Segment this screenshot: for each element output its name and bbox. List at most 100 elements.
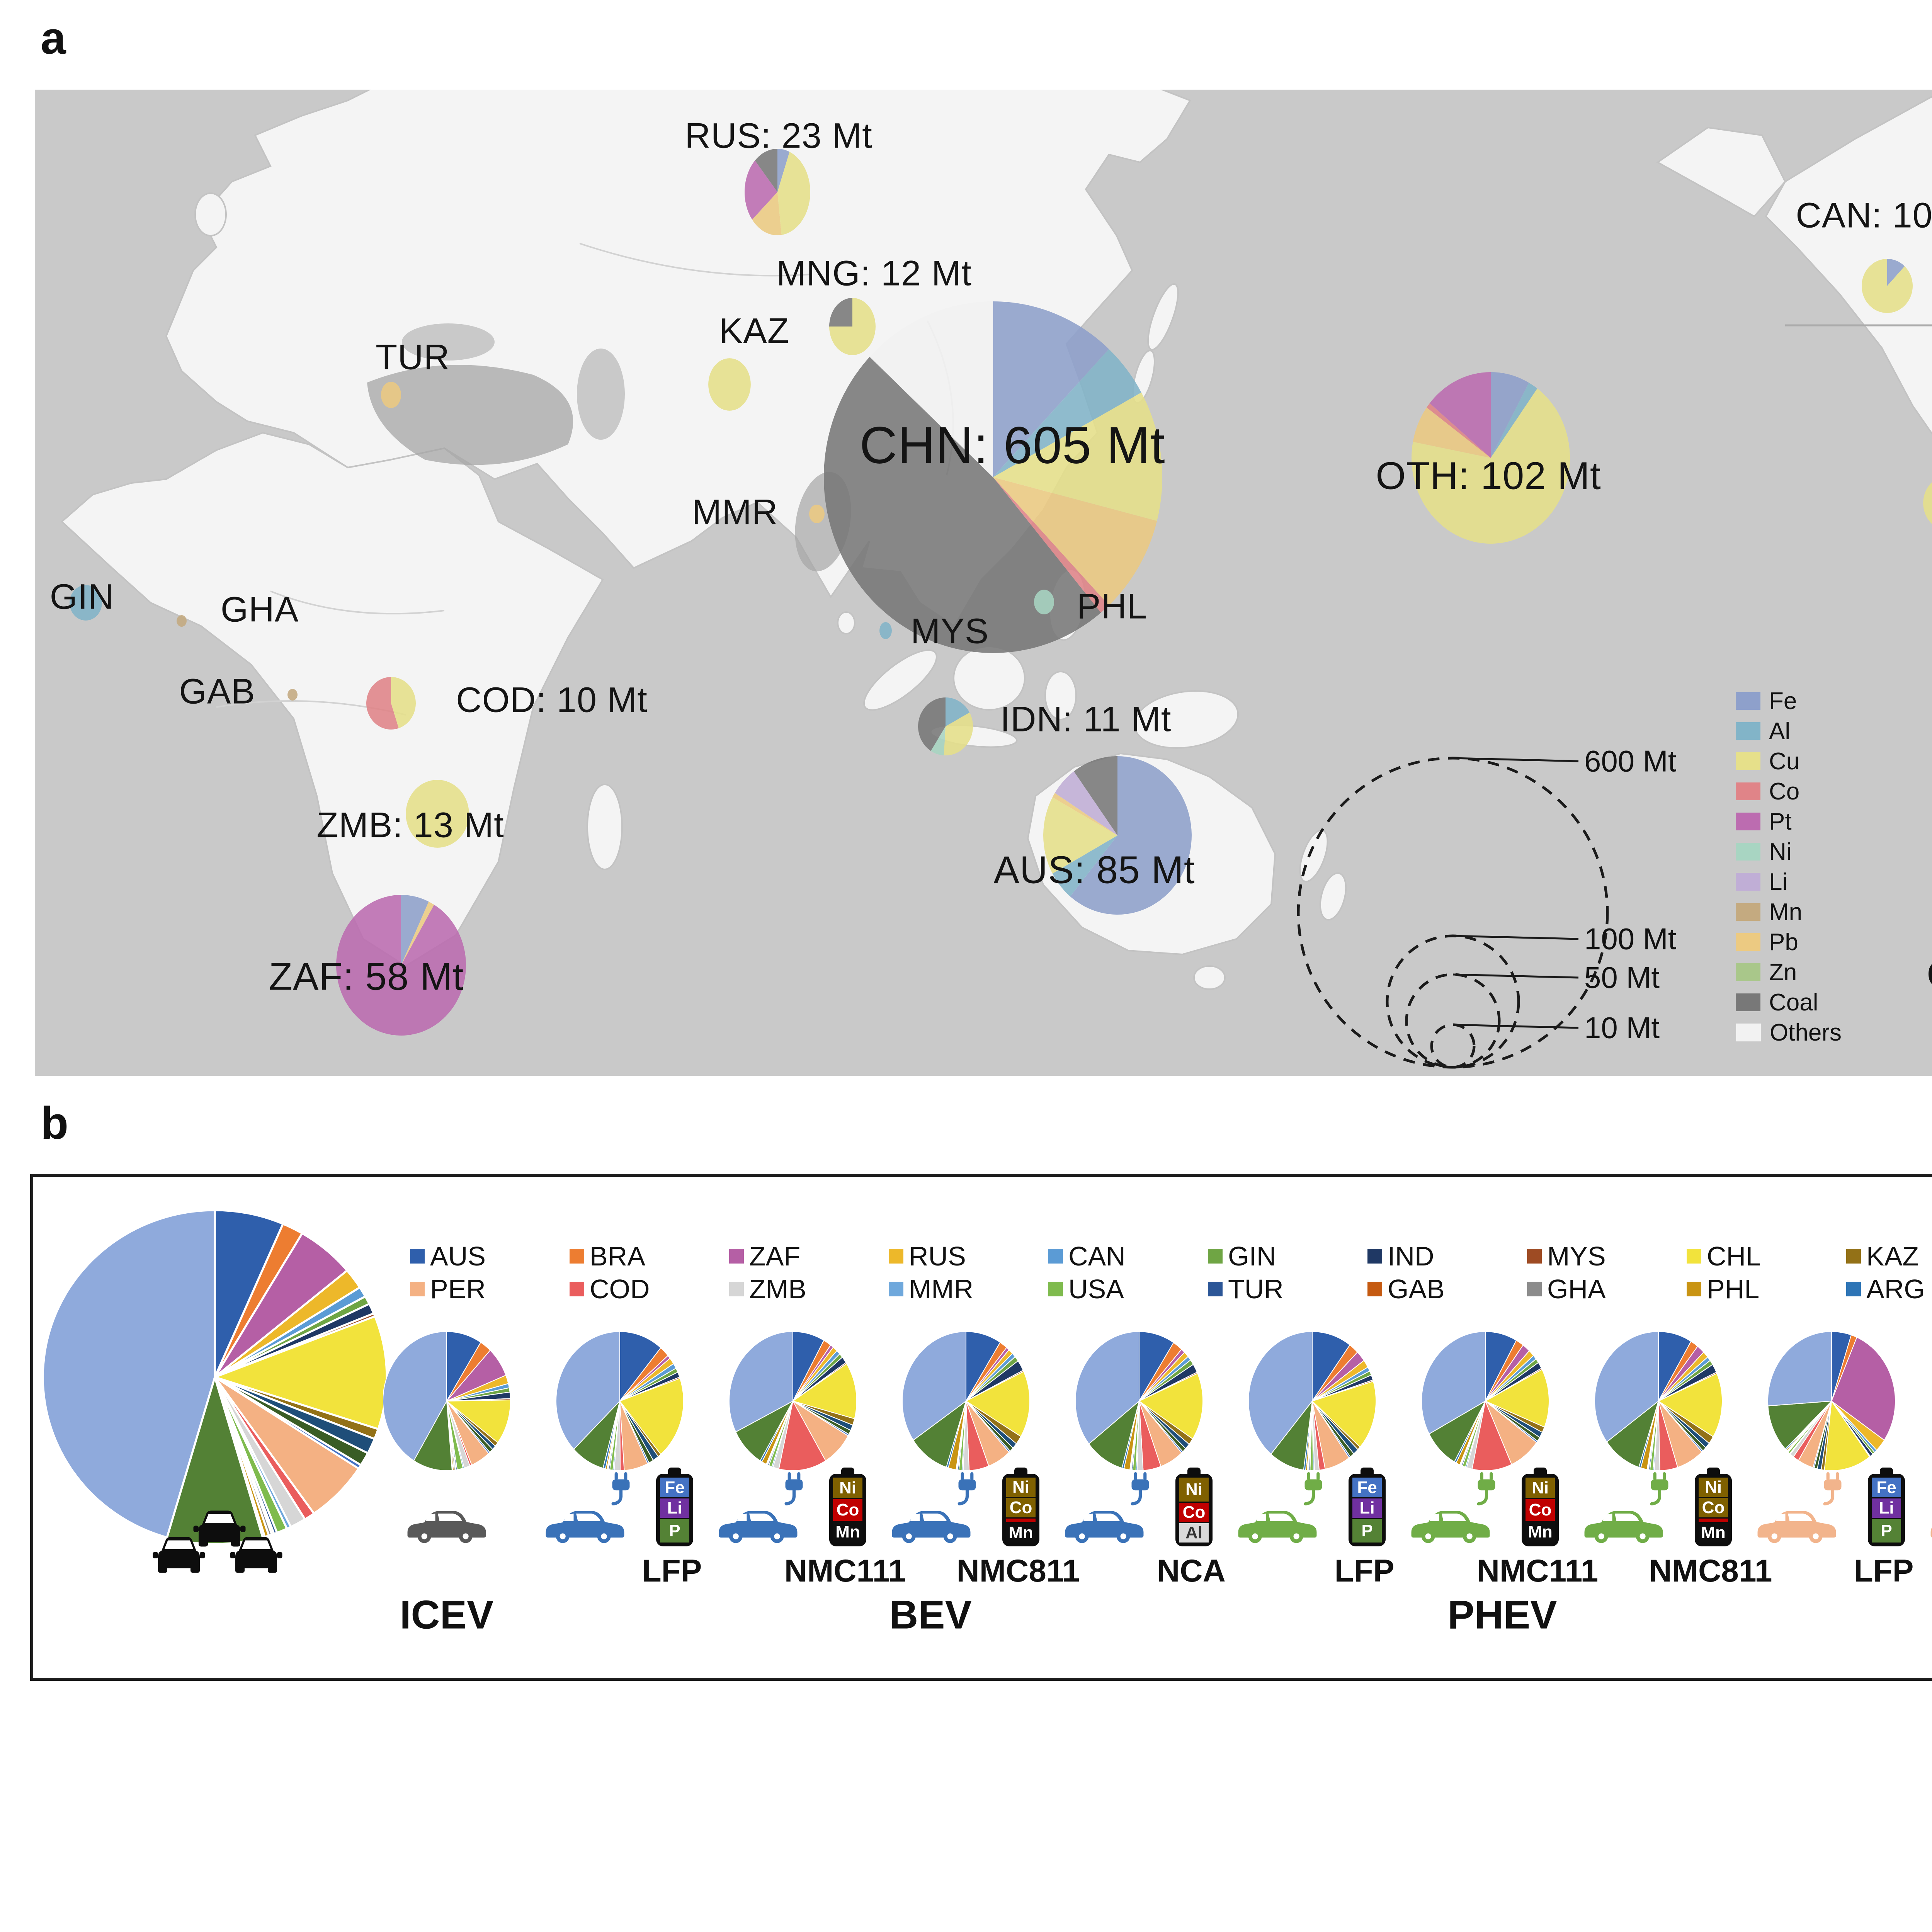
- battery-seg-Fe-fcv_lfp: Fe: [1872, 1478, 1901, 1498]
- battery-nub-bev_lfp: [668, 1468, 681, 1475]
- pie-bev_nmc111-slice-23: [735, 1400, 793, 1461]
- scale-leader-line: [1452, 1024, 1579, 1029]
- group-label-BEV: BEV: [889, 1592, 972, 1638]
- pie-phev_lfp-slice-0: [1312, 1332, 1350, 1402]
- country-swatch-TUR: [1208, 1282, 1223, 1296]
- plug-icon: [957, 1472, 976, 1505]
- chem-label-bev_nca: NCA: [1157, 1553, 1226, 1588]
- country-swatch-GHA: [1527, 1282, 1542, 1296]
- mineral-legend-item-Ni: Ni: [1736, 838, 1842, 865]
- chem-label-bev_nmc111: NMC111: [784, 1553, 906, 1588]
- island-10: [930, 724, 1018, 748]
- pie-icev-slice-24: [383, 1332, 447, 1461]
- car-icon: [1238, 1511, 1317, 1543]
- chem-label-phev_nmc811: NMC811: [1649, 1553, 1772, 1588]
- asia-border-1: [579, 243, 812, 277]
- plug-phev_nmc811: [1648, 1471, 1672, 1507]
- pie-phev_lfp-slice-24: [1248, 1332, 1313, 1455]
- battery-seg-Li-fcv_lfp: Li: [1872, 1498, 1901, 1518]
- mineral-legend-item-Mn: Mn: [1736, 899, 1842, 925]
- big-pie-china-sector-slice-2: [214, 1232, 349, 1378]
- car-fcv_lfp: [1752, 1499, 1841, 1546]
- scale-circle-10Mt: [1430, 1023, 1476, 1069]
- country-swatch-KAZ: [1846, 1249, 1861, 1264]
- mineral-swatch-Ni: [1736, 843, 1760, 861]
- pie-bev_lfp-slice-8: [619, 1378, 684, 1455]
- africa-border-2: [270, 590, 445, 615]
- country-label-CAN: CAN: [1068, 1241, 1126, 1271]
- scale-circle-50Mt: [1405, 973, 1501, 1069]
- plug-bev_lfp: [609, 1471, 633, 1507]
- battery-seg-Ni-bev_nmc811: Ni: [1006, 1478, 1036, 1497]
- island-6: [1132, 350, 1155, 404]
- pie-bev_nmc811-slice-0: [966, 1332, 1001, 1402]
- scale-leader-line: [1452, 973, 1579, 979]
- battery-seg-P-fcv_lfp: P: [1872, 1519, 1901, 1543]
- shaded-region-westasia: [367, 365, 573, 465]
- pie-phev_nmc811-slice-0: [1658, 1332, 1692, 1402]
- island-13: [837, 611, 855, 634]
- battery-nub-phev_lfp: [1361, 1468, 1374, 1475]
- country-legend-item-MMR: MMR: [889, 1274, 973, 1304]
- traffic-cars-icon: [150, 1505, 289, 1576]
- pie-bev_nca: [1075, 1332, 1203, 1471]
- mineral-swatch-Coal: [1736, 993, 1760, 1011]
- battery-seg-Co-phev_nmc111: Co: [1526, 1499, 1555, 1521]
- pie-phev_nmc811-slice-8: [1658, 1373, 1722, 1437]
- mineral-label-Co: Co: [1769, 778, 1800, 805]
- pie-bev_nmc111-slice-24: [729, 1332, 793, 1433]
- country-label-AUS: AUS: [430, 1241, 486, 1271]
- country-label-ZMB: ZMB: [749, 1274, 806, 1304]
- chem-label-phev_lfp: LFP: [1334, 1553, 1395, 1588]
- battery-phev_nmc111: Ni Co Mn: [1522, 1474, 1559, 1546]
- pie-bev_nca-slice-0: [1139, 1332, 1174, 1402]
- mineral-label-Ni: Ni: [1769, 838, 1792, 865]
- battery-seg-Co-bev_nmc111: Co: [833, 1499, 862, 1521]
- mineral-legend-item-Al: Al: [1736, 718, 1842, 745]
- mineral-swatch-Others: [1736, 1023, 1761, 1042]
- battery-seg-Fe-bev_lfp: Fe: [660, 1478, 689, 1498]
- car-icon: [1584, 1511, 1663, 1543]
- country-swatch-PER: [410, 1282, 425, 1296]
- country-label-CHL: CHL: [1707, 1241, 1761, 1271]
- pie-bev_nmc811-slice-23: [913, 1400, 966, 1468]
- chem-label-bev_lfp: LFP: [642, 1553, 702, 1588]
- pie-bev_nmc111-slice-14: [778, 1400, 826, 1471]
- pie-bev_nca-slice-24: [1075, 1332, 1139, 1444]
- world-map: [35, 90, 1932, 1076]
- country-legend-item-GHA: GHA: [1527, 1274, 1606, 1304]
- country-label-ARG: ARG: [1866, 1274, 1925, 1304]
- country-swatch-MYS: [1527, 1249, 1542, 1264]
- pie-icev-slice-23: [413, 1400, 452, 1471]
- country-swatch-MMR: [889, 1282, 903, 1296]
- plug-bev_nmc111: [782, 1471, 806, 1507]
- continent-3: [1656, 126, 1786, 218]
- island-12: [1048, 568, 1086, 641]
- country-legend-item-BRA: BRA: [570, 1241, 645, 1272]
- car-icon: [719, 1511, 798, 1543]
- car-icon: [1757, 1511, 1836, 1543]
- pie-fcv_lfp-slice-24: [1768, 1332, 1832, 1406]
- mineral-legend-item-Cu: Cu: [1736, 748, 1842, 775]
- mineral-swatch-Fe: [1736, 692, 1760, 710]
- front-car-3: [227, 1531, 285, 1574]
- car-icon: [1065, 1511, 1144, 1543]
- mineral-label-Zn: Zn: [1769, 959, 1797, 986]
- panel-a-letter: a: [41, 13, 66, 64]
- country-label-USA: USA: [1068, 1274, 1124, 1304]
- mineral-legend-item-Pb: Pb: [1736, 929, 1842, 956]
- battery-seg-Fe-phev_lfp: Fe: [1352, 1478, 1382, 1498]
- country-legend-item-GIN: GIN: [1208, 1241, 1276, 1272]
- country-label-COD: COD: [590, 1274, 650, 1304]
- pie-bev_nca-slice-8: [1139, 1373, 1203, 1439]
- pie-fcv_lfp: [1768, 1332, 1895, 1471]
- country-legend-item-CHL: CHL: [1687, 1241, 1761, 1272]
- island-1: [587, 784, 623, 870]
- battery-seg-P-bev_lfp: P: [660, 1519, 689, 1543]
- scale-leader-line: [1452, 935, 1579, 940]
- country-legend-item-COD: COD: [570, 1274, 650, 1304]
- chem-label-phev_nmc111: NMC111: [1476, 1553, 1599, 1588]
- car-phev_lfp: [1233, 1499, 1322, 1546]
- battery-bev_nmc111: Ni Co Mn: [829, 1474, 866, 1546]
- big-pie-china-sector-slice-13: [214, 1376, 360, 1515]
